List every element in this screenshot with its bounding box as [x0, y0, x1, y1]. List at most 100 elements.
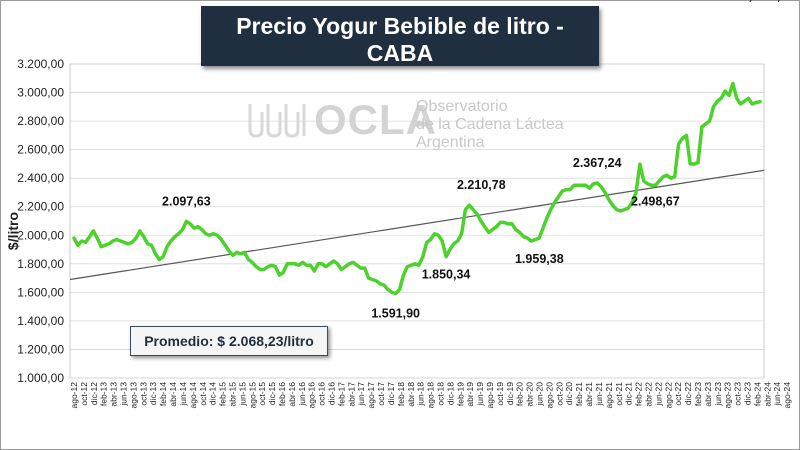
- data-label: 3.064,07: [746, 0, 795, 3]
- title-banner: Precio Yogur Bebible de litro - CABA - a…: [201, 6, 599, 84]
- x-tick-label: jun-24: [772, 382, 782, 407]
- x-tick-label: dic-18: [445, 382, 455, 405]
- x-tick-label: oct-12: [79, 382, 89, 406]
- x-tick-label: abr-13: [109, 382, 119, 407]
- x-tick-label: oct-23: [733, 382, 743, 406]
- y-tick-label: 2.200,00: [17, 200, 64, 214]
- x-tick-label: ago-20: [544, 382, 554, 409]
- x-tick-label: jun-18: [416, 382, 426, 407]
- ocla-logo: OCLA Observatorio de la Cadena Láctea Ar…: [246, 96, 566, 156]
- x-tick-label: oct-20: [554, 382, 564, 406]
- x-tick-label: abr-22: [643, 382, 653, 407]
- y-tick-label: 2.400,00: [17, 171, 64, 185]
- x-tick-label: abr-14: [168, 382, 178, 407]
- x-tick-label: feb-19: [455, 382, 465, 406]
- x-tick-label: abr-18: [406, 382, 416, 407]
- y-tick-label: 1.200,00: [17, 342, 64, 356]
- x-tick-label: dic-20: [564, 382, 574, 405]
- x-tick-label: dic-23: [743, 382, 753, 405]
- data-label: 2.097,63: [162, 194, 211, 208]
- x-tick-label: jun-22: [653, 382, 663, 407]
- data-label: 2.367,24: [573, 156, 622, 170]
- x-tick-label: feb-23: [693, 382, 703, 406]
- x-tick-label: oct-22: [673, 382, 683, 406]
- chart-title: Precio Yogur Bebible de litro - CABA: [236, 13, 564, 66]
- x-tick-label: feb-13: [99, 382, 109, 406]
- x-tick-label: ago-23: [723, 382, 733, 409]
- x-tick-label: oct-16: [317, 382, 327, 406]
- data-label: 1.850,34: [422, 268, 471, 282]
- data-label: 2.210,78: [457, 178, 506, 192]
- logo-subtitle: Observatorio de la Cadena Láctea Argenti…: [416, 98, 564, 152]
- x-tick-label: oct-17: [376, 382, 386, 406]
- x-tick-label: feb-15: [218, 382, 228, 406]
- x-tick-label: ago-24: [782, 382, 792, 409]
- y-axis-label: $/litro: [5, 212, 21, 250]
- y-tick-label: 2.000,00: [17, 228, 64, 242]
- y-tick-label: 2.600,00: [17, 143, 64, 157]
- x-tick-label: ago-17: [366, 382, 376, 409]
- x-tick-label: abr-24: [762, 382, 772, 407]
- data-labels: 2.097,63 1.591,90 1.850,34 2.210,78 1.959,38…: [162, 0, 794, 321]
- logo-wordmark: OCLA: [314, 96, 437, 143]
- x-tick-label: feb-14: [158, 382, 168, 406]
- x-tick-label: ago-19: [485, 382, 495, 409]
- logo-line-2: de la Cadena Láctea: [416, 116, 564, 133]
- x-tick-label: dic-21: [624, 382, 634, 405]
- x-tick-label: feb-24: [752, 382, 762, 406]
- x-tick-label: dic-12: [89, 382, 99, 405]
- x-tick-label: feb-17: [336, 382, 346, 406]
- data-label: 1.959,38: [515, 252, 564, 266]
- x-tick-label: oct-14: [198, 382, 208, 406]
- x-tick-label: oct-21: [614, 382, 624, 406]
- x-tick-label: ago-14: [188, 382, 198, 409]
- x-tick-label: jun-17: [356, 382, 366, 407]
- y-axis-ticks: 1.000,00 1.200,00 1.400,00 1.600,00 1.800,00…: [17, 57, 64, 385]
- y-tick-label: 2.800,00: [17, 114, 64, 128]
- x-tick-label: jun-23: [713, 382, 723, 407]
- y-tick-label: 1.800,00: [17, 257, 64, 271]
- x-tick-label: ago-13: [128, 382, 138, 409]
- x-tick-label: abr-21: [584, 382, 594, 407]
- x-tick-label: oct-18: [435, 382, 445, 406]
- x-tick-label: ago-21: [604, 382, 614, 409]
- x-tick-label: jun-19: [475, 382, 485, 407]
- y-tick-label: 3.200,00: [17, 57, 64, 71]
- logo-line-1: Observatorio: [416, 98, 508, 115]
- x-tick-label: ago-22: [663, 382, 673, 409]
- x-tick-label: abr-23: [703, 382, 713, 407]
- x-tick-label: jun-13: [119, 382, 129, 407]
- x-tick-label: jun-14: [178, 382, 188, 407]
- y-tick-label: 1.400,00: [17, 314, 64, 328]
- x-tick-label: jun-15: [237, 382, 247, 407]
- y-tick-label: 1.000,00: [17, 371, 64, 385]
- y-tick-label: 1.600,00: [17, 285, 64, 299]
- x-tick-label: abr-20: [525, 382, 535, 407]
- x-tick-label: ago-12: [69, 382, 79, 409]
- x-tick-label: abr-19: [465, 382, 475, 407]
- x-tick-label: jun-16: [297, 382, 307, 407]
- x-tick-label: dic-13: [148, 382, 158, 405]
- logo-line-3: Argentina: [416, 134, 485, 151]
- x-tick-label: abr-15: [227, 382, 237, 407]
- x-tick-label: jun-21: [594, 382, 604, 407]
- x-tick-label: feb-20: [515, 382, 525, 406]
- x-tick-label: ago-15: [247, 382, 257, 409]
- x-tick-label: feb-16: [277, 382, 287, 406]
- x-tick-label: dic-14: [208, 382, 218, 405]
- data-label: 2.936,19: [717, 0, 766, 3]
- data-label: 1.591,90: [371, 307, 420, 321]
- x-tick-label: abr-16: [287, 382, 297, 407]
- grid-lines: [70, 63, 764, 379]
- chart-subtitle: - ajustado por IPC -: [343, 69, 457, 84]
- x-tick-label: dic-22: [683, 382, 693, 405]
- trend-line: [69, 169, 765, 281]
- x-axis-ticks: ago-12 oct-12 dic-12 feb-13 abr-13 jun-13 ago-…: [69, 382, 792, 409]
- x-tick-label: oct-19: [495, 382, 505, 406]
- x-tick-label: ago-18: [426, 382, 436, 409]
- average-box: Promedio: $ 2.068,23/litro: [130, 326, 328, 356]
- x-tick-label: abr-17: [346, 382, 356, 407]
- series-line: [72, 81, 762, 296]
- x-tick-label: jun-20: [535, 382, 545, 407]
